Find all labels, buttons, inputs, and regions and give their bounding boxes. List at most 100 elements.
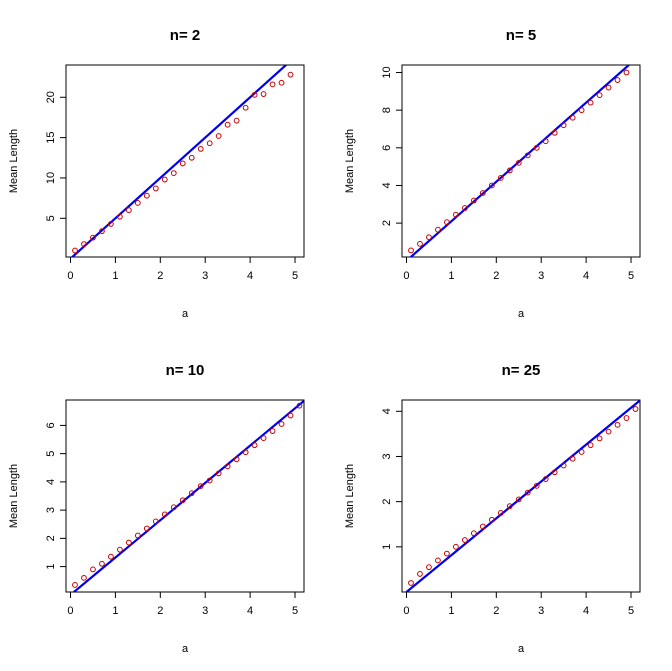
data-point: [542, 476, 549, 482]
data-point: [569, 114, 576, 121]
data-point: [179, 497, 186, 504]
data-point: [479, 190, 486, 196]
data-point: [179, 160, 186, 167]
data-point: [197, 483, 204, 490]
data-point: [152, 518, 159, 525]
data-point: [72, 247, 78, 254]
data-point: [506, 167, 513, 174]
data-point: [278, 79, 285, 86]
data-point: [242, 104, 249, 111]
x-tick-label: 1: [448, 270, 454, 282]
x-tick-label: 3: [202, 605, 208, 617]
y-tick-label: 8: [381, 107, 393, 113]
data-point: [435, 226, 441, 233]
data-point: [470, 197, 477, 204]
data-point: [287, 71, 294, 78]
data-point: [614, 421, 621, 428]
x-tick-label: 1: [112, 270, 118, 282]
plot-frame: [401, 399, 641, 593]
series-group: [70, 58, 302, 257]
data-point: [524, 152, 531, 159]
data-point: [417, 571, 423, 577]
x-tick-label: 4: [247, 605, 253, 617]
data-point: [506, 503, 513, 510]
y-tick-label: 4: [381, 408, 393, 414]
data-point: [417, 240, 423, 247]
data-point: [533, 482, 540, 489]
series-group: [405, 400, 640, 592]
data-point: [152, 185, 159, 192]
data-point: [99, 228, 105, 235]
data-point: [233, 117, 240, 124]
data-point: [197, 145, 204, 152]
data-point: [452, 211, 459, 218]
reference-line: [72, 400, 304, 592]
y-tick-label: 6: [381, 145, 393, 151]
x-tick-label: 3: [538, 605, 544, 617]
y-axis-label: Mean Length: [8, 464, 20, 528]
x-tick-label: 5: [628, 270, 634, 282]
data-point: [408, 580, 414, 586]
panel-title: n= 10: [166, 362, 205, 379]
y-tick-label: 6: [45, 422, 57, 428]
x-tick-label: 4: [583, 270, 589, 282]
data-point: [587, 442, 594, 449]
data-point: [297, 58, 302, 63]
y-tick-label: 15: [45, 131, 57, 143]
x-tick-label: 4: [583, 605, 589, 617]
data-point: [596, 92, 603, 99]
reference-line: [405, 400, 640, 592]
data-point: [497, 175, 504, 181]
x-tick-label: 5: [292, 270, 298, 282]
data-point: [470, 530, 477, 537]
data-point: [479, 523, 486, 530]
x-axis-label: a: [182, 308, 189, 320]
data-point: [560, 462, 567, 469]
reference-line: [70, 65, 288, 257]
data-point: [488, 516, 495, 523]
data-point: [408, 247, 414, 254]
data-point: [116, 213, 123, 220]
panel-title: n= 25: [502, 362, 541, 379]
y-tick-label: 3: [381, 453, 393, 459]
x-tick-label: 2: [157, 270, 163, 282]
y-axis-label: Mean Length: [344, 464, 356, 528]
data-point: [587, 99, 594, 106]
y-axis-label: Mean Length: [8, 129, 20, 193]
data-point: [170, 504, 177, 511]
y-tick-label: 10: [45, 172, 57, 184]
data-point: [224, 121, 231, 128]
data-point: [90, 566, 96, 573]
x-tick-label: 0: [67, 605, 73, 617]
data-point: [251, 91, 258, 98]
panel-n10: n= 10 0 1 2 3 4 5 1 2 3 4 5 6 a Mean Length: [8, 362, 305, 655]
reference-line: [409, 65, 631, 257]
data-point: [81, 241, 87, 247]
y-tick-label: 2: [381, 220, 393, 226]
x-axis-label: a: [518, 308, 525, 320]
data-point: [116, 546, 123, 553]
data-point: [269, 428, 276, 434]
x-tick-label: 0: [403, 270, 409, 282]
y-axis-label: Mean Length: [344, 129, 356, 193]
panel-title: n= 5: [506, 27, 536, 44]
series-group: [408, 65, 631, 257]
y-tick-label: 1: [381, 544, 393, 550]
x-tick-label: 0: [67, 270, 73, 282]
data-point: [623, 415, 630, 421]
data-point: [188, 154, 195, 161]
x-axis-label: a: [518, 643, 525, 655]
data-point: [143, 525, 150, 532]
data-point: [99, 560, 105, 567]
x-tick-label: 2: [157, 605, 163, 617]
x-tick-label: 5: [292, 605, 298, 617]
data-point: [170, 170, 177, 177]
data-point: [515, 496, 522, 503]
x-tick-label: 3: [202, 270, 208, 282]
data-point: [623, 69, 630, 76]
data-point: [215, 133, 222, 139]
plot-frame: [65, 64, 305, 258]
y-tick-label: 20: [45, 91, 57, 103]
data-point: [435, 557, 441, 564]
